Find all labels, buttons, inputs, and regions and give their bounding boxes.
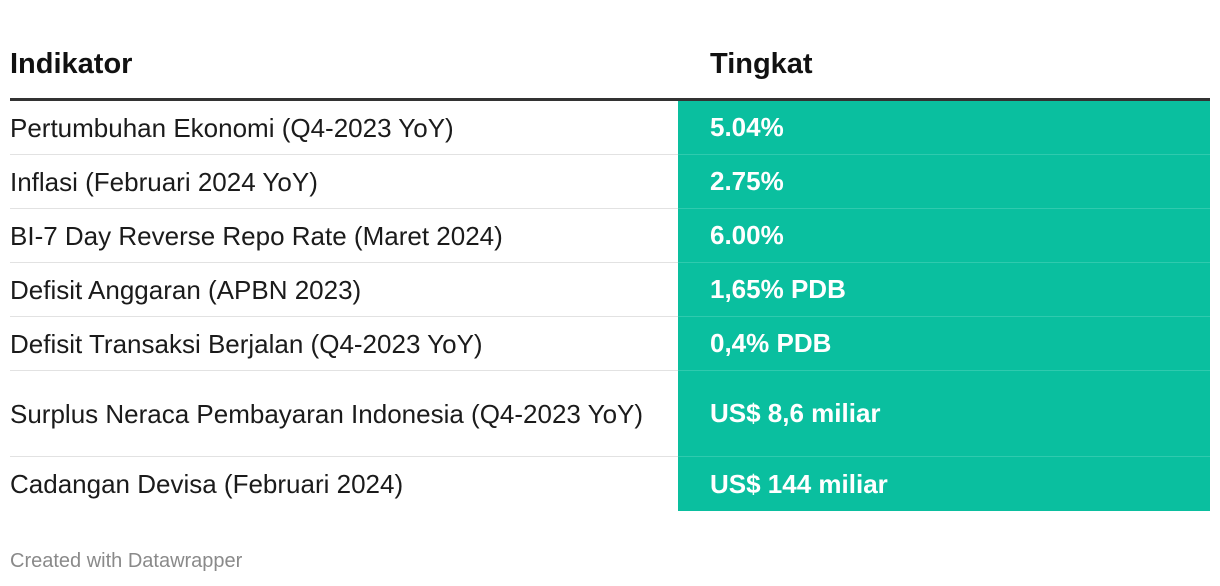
table-row: Defisit Transaksi Berjalan (Q4-2023 YoY)…	[10, 317, 1210, 371]
table-row: Pertumbuhan Ekonomi (Q4-2023 YoY) 5.04%	[10, 101, 1210, 155]
header-rate: Tingkat	[710, 47, 813, 80]
table-row: Surplus Neraca Pembayaran Indonesia (Q4-…	[10, 371, 1210, 457]
table-header: Indikator Tingkat	[10, 30, 1210, 101]
indicator-cell: Inflasi (Februari 2024 YoY)	[10, 155, 678, 209]
rate-cell: 2.75%	[678, 155, 1210, 209]
rate-cell: US$ 8,6 miliar	[678, 371, 1210, 457]
indicator-cell: Cadangan Devisa (Februari 2024)	[10, 469, 404, 499]
indicator-cell: Defisit Transaksi Berjalan (Q4-2023 YoY)	[10, 317, 678, 371]
rate-cell: 6.00%	[678, 209, 1210, 263]
rate-cell: 0,4% PDB	[678, 317, 1210, 371]
table-row: BI-7 Day Reverse Repo Rate (Maret 2024) …	[10, 209, 1210, 263]
rate-cell: 1,65% PDB	[678, 263, 1210, 317]
rate-cell: US$ 144 miliar	[678, 457, 1210, 511]
rate-cell: 5.04%	[678, 101, 1210, 155]
data-table: Indikator Tingkat Pertumbuhan Ekonomi (Q…	[10, 30, 1210, 511]
indicator-cell: BI-7 Day Reverse Repo Rate (Maret 2024)	[10, 209, 678, 263]
table-row: Cadangan Devisa (Februari 2024) US$ 144 …	[10, 457, 1210, 511]
datawrapper-credit: Created with Datawrapper	[10, 550, 243, 572]
indicator-cell: Surplus Neraca Pembayaran Indonesia (Q4-…	[10, 371, 678, 457]
indicator-cell: Defisit Anggaran (APBN 2023)	[10, 263, 678, 317]
table-row: Defisit Anggaran (APBN 2023) 1,65% PDB	[10, 263, 1210, 317]
indicator-cell: Pertumbuhan Ekonomi (Q4-2023 YoY)	[10, 101, 678, 155]
header-indicator: Indikator	[10, 47, 133, 80]
table-row: Inflasi (Februari 2024 YoY) 2.75%	[10, 155, 1210, 209]
